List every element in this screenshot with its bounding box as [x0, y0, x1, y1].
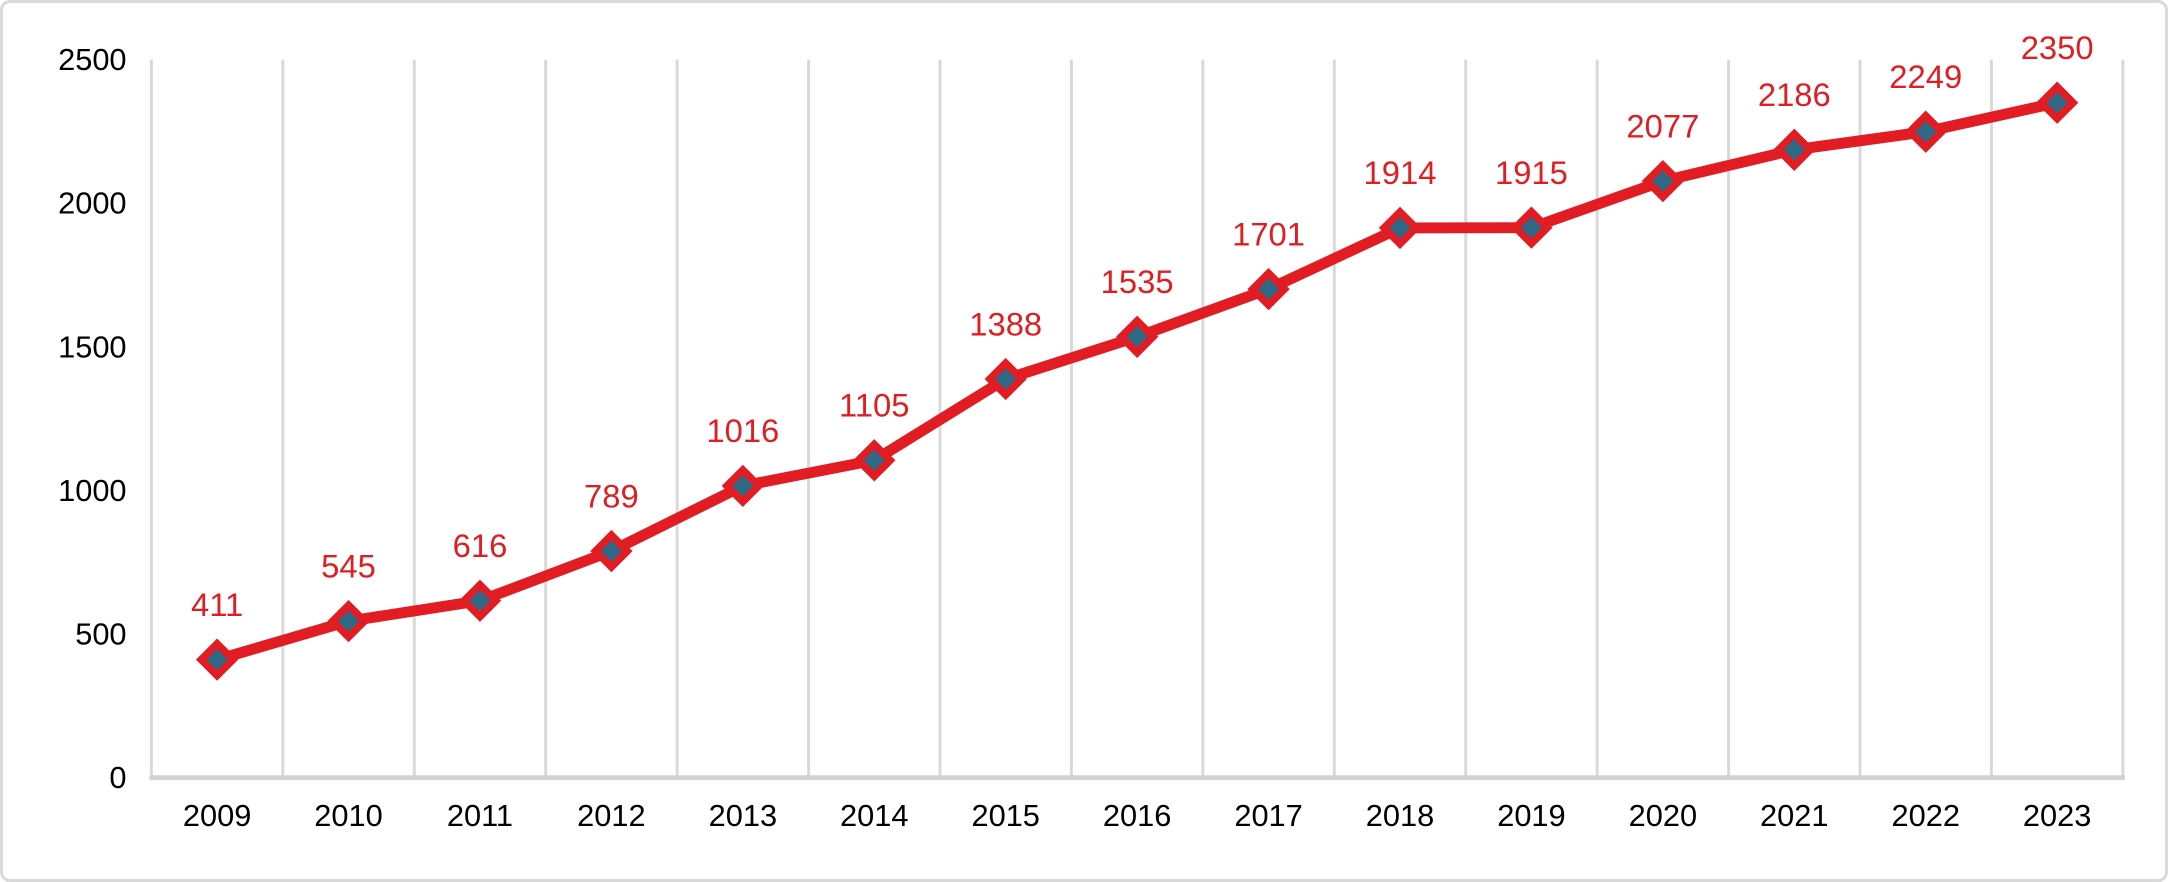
- data-point-label: 2186: [1758, 76, 1831, 113]
- x-axis-tick-label: 2017: [1234, 798, 1302, 833]
- x-axis-tick-label: 2013: [709, 798, 777, 833]
- data-point-marker: [721, 464, 764, 508]
- data-point-marker: [1773, 128, 1816, 171]
- data-point-label: 1701: [1232, 215, 1305, 252]
- data-point-label: 1914: [1364, 154, 1437, 191]
- series-line: [211, 97, 2063, 666]
- data-point-marker: [1378, 206, 1422, 250]
- data-point-label: 2077: [1626, 107, 1699, 144]
- y-axis-tick-label: 0: [109, 760, 126, 795]
- data-point-label: 545: [321, 547, 376, 584]
- data-point-label: 1388: [969, 305, 1042, 342]
- data-point-marker: [2036, 81, 2079, 124]
- data-point-marker: [1510, 206, 1553, 249]
- data-point-marker: [984, 357, 1027, 401]
- data-point-marker: [1115, 315, 1159, 358]
- data-point-marker: [853, 439, 896, 482]
- data-point-marker: [1641, 159, 1685, 203]
- x-axis-tick-label: 2014: [840, 798, 908, 833]
- x-axis-tick-label: 2019: [1497, 798, 1565, 833]
- y-axis-tick-label: 1000: [58, 473, 126, 508]
- data-point-marker: [458, 579, 502, 622]
- data-point-label: 1105: [839, 387, 909, 424]
- x-axis-tick-label: 2020: [1629, 798, 1697, 833]
- data-point-label: 2350: [2021, 29, 2094, 66]
- data-point-label: 1016: [706, 412, 779, 449]
- x-axis-tick-label: 2015: [971, 798, 1039, 833]
- data-point-marker: [1904, 110, 1947, 153]
- x-axis-tick-label: 2016: [1103, 798, 1171, 833]
- x-axis-tick-label: 2022: [1892, 798, 1960, 833]
- data-point-marker: [195, 638, 239, 681]
- line-chart-canvas: 0 500 1000 1500 2000 2500 2009 2010 2011 2012 2013…: [58, 29, 2125, 833]
- x-axis-tick-label: 2011: [447, 798, 513, 833]
- data-point-marker: [590, 529, 633, 573]
- y-axis-tick-label: 2500: [58, 42, 126, 77]
- x-axis-tick-label: 2021: [1760, 798, 1828, 833]
- x-axis-tick-label: 2012: [577, 798, 645, 833]
- data-point-label: 1915: [1495, 154, 1568, 191]
- y-axis-tick-label: 2000: [58, 186, 126, 221]
- data-point-label: 2249: [1889, 58, 1962, 95]
- x-axis-tick-label: 2009: [183, 798, 251, 833]
- y-axis-tick-label: 1500: [58, 329, 126, 364]
- x-axis-tick-label: 2018: [1366, 798, 1434, 833]
- data-point-label: 411: [191, 586, 243, 623]
- y-axis-tick-label: 500: [75, 617, 126, 652]
- data-point-label: 789: [584, 477, 639, 514]
- data-point-marker: [1247, 267, 1290, 311]
- x-axis-tick-label: 2010: [314, 798, 382, 833]
- data-point-label: 1535: [1101, 263, 1174, 300]
- data-point-label: 616: [453, 527, 508, 564]
- data-point-marker: [327, 599, 370, 643]
- x-axis-tick-label: 2023: [2023, 798, 2091, 833]
